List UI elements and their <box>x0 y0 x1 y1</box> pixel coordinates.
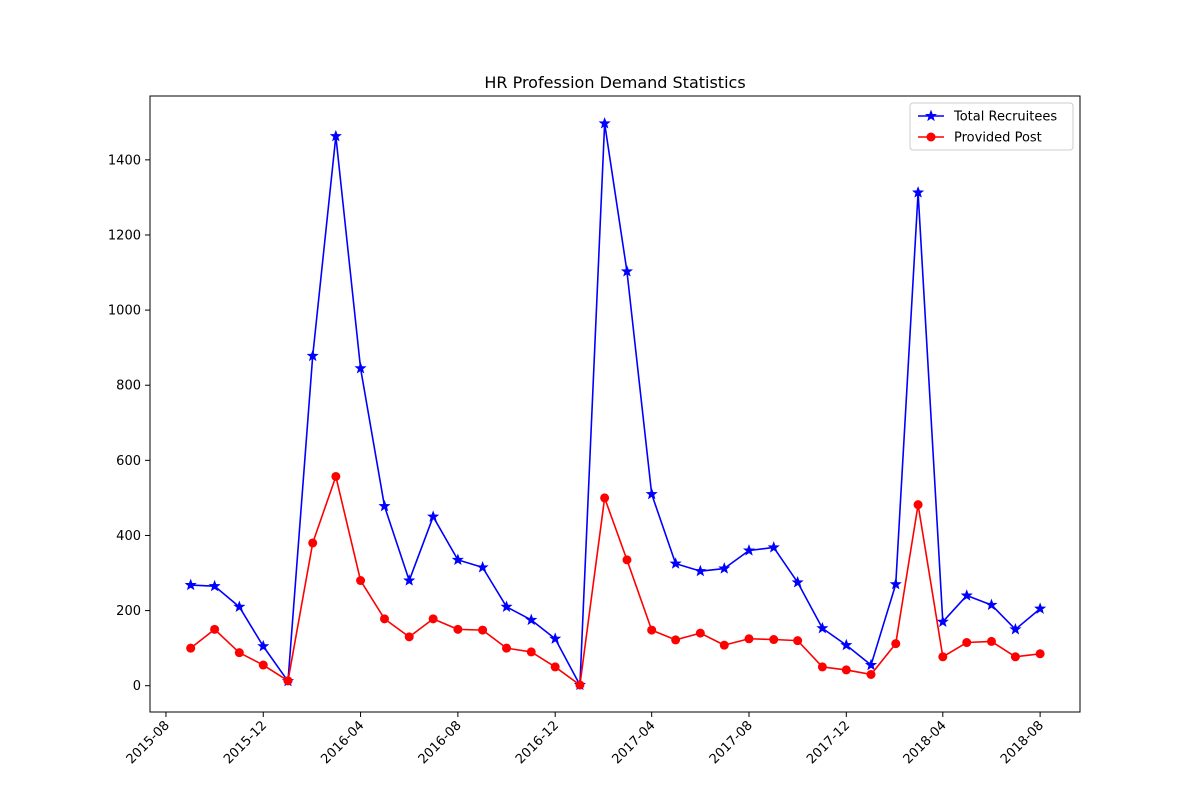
data-point <box>600 493 610 503</box>
data-point <box>985 598 998 611</box>
data-point <box>502 643 512 653</box>
data-point <box>257 639 270 652</box>
data-point <box>526 647 536 657</box>
data-point <box>1034 602 1047 614</box>
data-point <box>306 349 319 362</box>
data-point <box>913 500 923 510</box>
data-point <box>793 636 803 646</box>
series-total-recruitees <box>184 117 1047 691</box>
data-point <box>962 638 972 648</box>
data-point <box>671 635 681 645</box>
legend-label: Total Recruitees <box>953 110 1057 125</box>
data-point <box>451 553 464 566</box>
data-point <box>598 117 611 129</box>
data-point <box>404 632 414 642</box>
data-point <box>550 662 560 672</box>
legend-marker <box>926 132 936 142</box>
data-point <box>453 624 463 634</box>
data-point <box>184 578 197 591</box>
data-point <box>378 499 391 512</box>
data-point <box>525 613 538 626</box>
data-point <box>622 555 632 565</box>
y-tick-label: 200 <box>116 604 141 619</box>
series-line <box>190 122 1041 686</box>
legend-label: Provided Post <box>954 131 1042 146</box>
data-point <box>891 639 901 649</box>
data-point <box>356 576 366 586</box>
data-point <box>986 636 996 646</box>
data-point <box>866 669 876 679</box>
data-point <box>912 186 925 198</box>
y-tick-label: 600 <box>116 454 141 469</box>
data-point <box>403 574 416 586</box>
data-point <box>960 589 973 601</box>
data-point <box>936 615 949 627</box>
data-point <box>233 600 246 612</box>
data-point <box>329 129 342 142</box>
data-point <box>1009 623 1022 635</box>
data-point <box>742 544 756 556</box>
data-point <box>645 487 658 500</box>
data-point <box>719 640 729 650</box>
data-point <box>258 660 268 670</box>
chart-title: HR Profession Demand Statistics <box>484 73 745 92</box>
data-point <box>767 541 780 553</box>
legend-box <box>909 102 1074 151</box>
data-point <box>210 624 220 634</box>
data-point <box>938 652 948 662</box>
data-point <box>379 614 389 624</box>
data-point <box>476 561 489 573</box>
y-tick-label: 800 <box>116 379 141 394</box>
data-point <box>234 648 244 658</box>
data-point <box>620 265 634 277</box>
series-provided-post <box>186 471 1045 690</box>
legend: Total Recruitees Provided Post <box>909 102 1074 151</box>
series-line <box>190 475 1041 686</box>
data-point <box>694 564 707 577</box>
data-point <box>718 562 731 574</box>
data-point <box>331 471 341 481</box>
y-tick-label: 400 <box>116 529 141 544</box>
data-point <box>889 577 902 590</box>
y-tick-label: 1000 <box>108 304 141 319</box>
data-point <box>816 621 829 634</box>
data-point <box>769 635 779 645</box>
y-tick-label: 0 <box>133 679 141 694</box>
data-point <box>428 614 438 624</box>
data-point <box>354 361 367 374</box>
data-point <box>864 658 878 671</box>
data-point <box>647 625 657 635</box>
data-point <box>840 638 853 651</box>
data-point <box>791 576 804 588</box>
data-point <box>744 634 754 644</box>
data-point <box>669 557 682 569</box>
data-point <box>478 625 488 635</box>
data-point <box>695 628 705 638</box>
data-point <box>427 510 440 522</box>
data-point <box>841 665 851 675</box>
data-point <box>208 579 221 592</box>
plot-area-frame <box>149 95 1081 713</box>
data-point <box>283 676 293 686</box>
data-point <box>817 662 827 672</box>
legend-marker <box>924 109 938 122</box>
data-point <box>1010 652 1020 662</box>
data-point <box>500 600 513 612</box>
data-point <box>575 680 585 690</box>
y-tick-label: 1400 <box>108 153 141 168</box>
data-point <box>549 632 562 644</box>
data-point <box>308 538 318 548</box>
y-tick-label: 1200 <box>108 228 141 243</box>
data-point <box>1035 649 1045 659</box>
data-point <box>186 643 196 653</box>
